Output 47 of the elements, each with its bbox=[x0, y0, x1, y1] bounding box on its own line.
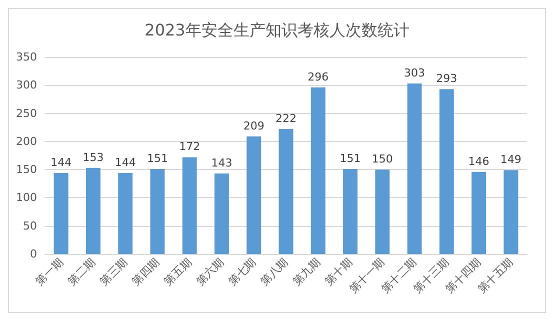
data-label: 149 bbox=[500, 153, 522, 166]
x-tick-label: 第九期 bbox=[290, 255, 323, 288]
bar bbox=[118, 172, 133, 254]
x-tick-label: 第八期 bbox=[258, 255, 291, 288]
bar bbox=[343, 169, 358, 254]
data-label: 303 bbox=[404, 66, 426, 80]
data-label: 153 bbox=[82, 150, 104, 164]
bar bbox=[86, 168, 100, 254]
bar bbox=[278, 129, 294, 254]
x-tick-label: 第二期 bbox=[65, 255, 98, 288]
y-tick-label: 300 bbox=[16, 78, 37, 92]
bar bbox=[375, 170, 390, 254]
data-label: 150 bbox=[372, 152, 393, 166]
bar bbox=[504, 170, 518, 254]
bar bbox=[182, 157, 197, 254]
x-tick-label: 第六期 bbox=[194, 255, 226, 288]
bar bbox=[214, 174, 229, 254]
bar bbox=[54, 172, 68, 254]
y-tick-label: 0 bbox=[30, 248, 37, 260]
data-label: 146 bbox=[468, 154, 490, 168]
y-tick-label: 50 bbox=[23, 219, 37, 232]
data-label: 144 bbox=[50, 156, 72, 169]
data-label: 293 bbox=[436, 72, 458, 86]
x-tick-label: 第四期 bbox=[130, 255, 162, 288]
y-tick-label: 100 bbox=[16, 191, 37, 204]
x-tick-label: 第三期 bbox=[97, 255, 130, 288]
data-label: 144 bbox=[114, 156, 136, 169]
data-label: 222 bbox=[276, 112, 296, 126]
x-tick-label: 第七期 bbox=[226, 255, 258, 288]
x-tick-label: 第五期 bbox=[162, 255, 194, 288]
bar bbox=[439, 89, 454, 254]
chart-title: 2023年安全生产知识考核人次数统计 bbox=[144, 20, 410, 40]
data-label: 172 bbox=[179, 140, 200, 154]
y-tick-label: 200 bbox=[16, 134, 37, 148]
bar bbox=[150, 169, 165, 254]
bar bbox=[246, 136, 262, 254]
bar bbox=[310, 87, 326, 254]
data-label: 151 bbox=[146, 152, 168, 166]
bar bbox=[407, 83, 422, 254]
y-tick-label: 350 bbox=[16, 50, 37, 64]
data-label: 296 bbox=[308, 70, 329, 84]
data-label: 209 bbox=[243, 119, 264, 132]
y-tick-label: 150 bbox=[16, 163, 37, 176]
y-tick-label: 250 bbox=[16, 106, 37, 120]
bar bbox=[472, 172, 486, 254]
data-label: 143 bbox=[211, 156, 232, 170]
data-label: 151 bbox=[340, 152, 361, 166]
